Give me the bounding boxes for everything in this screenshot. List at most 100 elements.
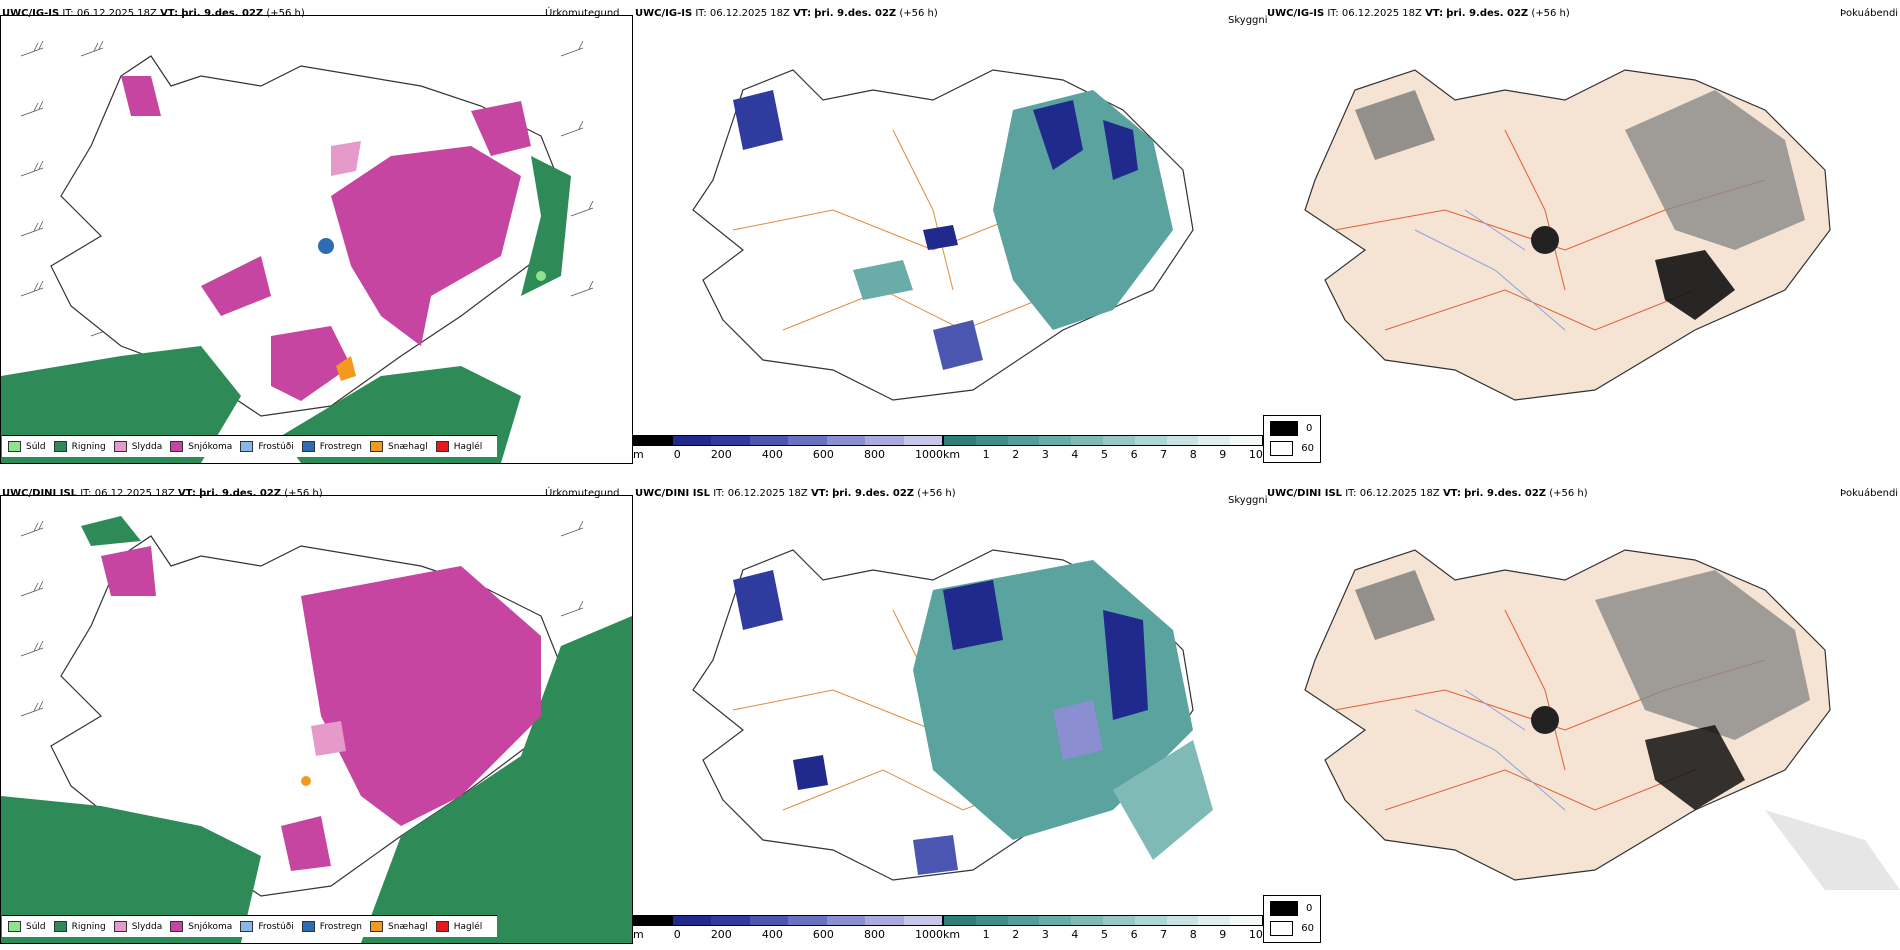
- bw-swatch: [1270, 421, 1298, 436]
- map-frame: [0, 15, 633, 464]
- km-colorbar-ticks: km 1 2 3 4 5 6 7 8 9 10: [943, 928, 1263, 941]
- km-colorbar-ticks: km 1 2 3 4 5 6 7 8 9 10: [943, 448, 1263, 461]
- fog-map: [1304, 549, 1900, 890]
- legend-swatch: [8, 921, 21, 932]
- precip-type-panel: UWC/DINI ISL IT: 06.12.2025 18Z VT: þri.…: [0, 480, 633, 950]
- km-colorbar-bar: [943, 915, 1263, 926]
- km-colorbar-bar: [943, 435, 1263, 446]
- tick: 8: [1189, 928, 1197, 941]
- panel-title: Þokuábendi: [1840, 8, 1899, 19]
- bw-label: 0: [1306, 423, 1313, 434]
- height-colorbar-ticks: m 0 200 400 600 800 1000: [633, 928, 943, 941]
- legend-label: Frostúði: [258, 921, 294, 932]
- tick: 5: [1100, 928, 1108, 941]
- tick: 6: [1130, 928, 1138, 941]
- height-colorbar-bar: [633, 915, 943, 926]
- legend-label: Frostregn: [319, 921, 363, 932]
- legend-label: Snæhagl: [388, 441, 428, 452]
- visibility-panel: UWC/DINI ISL IT: 06.12.2025 18Z VT: þri.…: [633, 480, 1268, 950]
- tick: 10: [1248, 928, 1263, 941]
- tick: 200: [710, 928, 732, 941]
- panel-header: UWC/IG-IS IT: 06.12.2025 18Z VT: þri. 9.…: [635, 8, 938, 19]
- tick: 9: [1219, 928, 1227, 941]
- bw-label: 60: [1301, 923, 1314, 934]
- tick: 0: [673, 928, 681, 941]
- km-colorbar: km 1 2 3 4 5 6 7 8 9 10: [943, 915, 1263, 941]
- bw-swatch: [1270, 901, 1298, 916]
- legend-label: Frostregn: [319, 441, 363, 452]
- tick: 6: [1130, 448, 1138, 461]
- legend-swatch: [370, 441, 384, 452]
- precip-map: [1, 516, 632, 943]
- legend-swatch: [8, 441, 21, 452]
- bw-swatch: [1270, 921, 1294, 936]
- bw-legend: 0 60: [1263, 895, 1321, 943]
- km-unit: km: [943, 928, 961, 941]
- panel-title: Skyggni: [1228, 15, 1268, 26]
- legend-swatch: [301, 921, 315, 932]
- panel-title: Þokuábendi: [1840, 488, 1899, 499]
- legend-label: Haglél: [453, 921, 483, 932]
- legend-swatch: [301, 441, 315, 452]
- panel-header: UWC/DINI ISL IT: 06.12.2025 18Z VT: þri.…: [1267, 488, 1588, 499]
- tick: 0: [673, 448, 681, 461]
- tick: 1: [982, 448, 990, 461]
- tick: 800: [863, 448, 885, 461]
- km-colorbar: km 1 2 3 4 5 6 7 8 9 10: [943, 435, 1263, 461]
- bw-legend-row: 60: [1270, 921, 1314, 936]
- legend-item: Súld: [8, 441, 46, 452]
- bw-swatch: [1270, 441, 1294, 456]
- tick: 600: [812, 928, 834, 941]
- tick: 1: [982, 928, 990, 941]
- legend-item: Frostúði: [240, 441, 294, 452]
- tick: 1000: [915, 928, 943, 941]
- fog-map: [1304, 69, 1831, 401]
- legend-item: Slydda: [113, 921, 162, 932]
- tick: 8: [1189, 448, 1197, 461]
- legend-item: Snæhagl: [370, 921, 428, 932]
- height-colorbar-ticks: m 0 200 400 600 800 1000: [633, 448, 943, 461]
- precip-map: [1, 40, 594, 463]
- legend-item: Súld: [8, 921, 46, 932]
- tick: 4: [1071, 448, 1079, 461]
- tick: 1000: [915, 448, 943, 461]
- tick: 400: [761, 928, 783, 941]
- legend-swatch: [113, 921, 127, 932]
- km-unit: km: [943, 448, 961, 461]
- height-colorbar: m 0 200 400 600 800 1000: [633, 915, 943, 941]
- tick: 2: [1012, 448, 1020, 461]
- legend-label: Snjókoma: [188, 921, 233, 932]
- legend-item: Frostúði: [240, 921, 294, 932]
- panel-header: UWC/DINI ISL IT: 06.12.2025 18Z VT: þri.…: [635, 488, 956, 499]
- legend-label: Frostúði: [258, 441, 294, 452]
- legend-label: Snæhagl: [388, 921, 428, 932]
- precip-type-panel: UWC/IG-IS IT: 06.12.2025 18Z VT: þri. 9.…: [0, 0, 633, 470]
- legend-item: Haglél: [435, 441, 482, 452]
- height-colorbar-bar: [633, 435, 943, 446]
- legend-swatch: [113, 441, 127, 452]
- legend-item: Snæhagl: [370, 441, 428, 452]
- legend-swatch: [240, 441, 254, 452]
- tick: 4: [1071, 928, 1079, 941]
- bw-legend: 0 60: [1263, 415, 1321, 463]
- legend-item: Rigning: [53, 921, 106, 932]
- bw-legend-row: 0: [1270, 421, 1314, 436]
- height-unit: m: [633, 928, 644, 941]
- tick: 7: [1160, 928, 1168, 941]
- bw-label: 60: [1301, 443, 1314, 454]
- row-dini-isl: UWC/DINI ISL IT: 06.12.2025 18Z VT: þri.…: [0, 480, 1900, 950]
- legend-swatch: [370, 921, 384, 932]
- tick: 9: [1219, 448, 1227, 461]
- fog-panel: UWC/DINI ISL IT: 06.12.2025 18Z VT: þri.…: [1263, 480, 1900, 950]
- visibility-panel: UWC/IG-IS IT: 06.12.2025 18Z VT: þri. 9.…: [633, 0, 1268, 470]
- fog-panel: UWC/IG-IS IT: 06.12.2025 18Z VT: þri. 9.…: [1263, 0, 1900, 470]
- legend-label: Rigning: [71, 921, 106, 932]
- tick: 7: [1160, 448, 1168, 461]
- tick: 200: [710, 448, 732, 461]
- tick: 600: [812, 448, 834, 461]
- panel-header: UWC/IG-IS IT: 06.12.2025 18Z VT: þri. 9.…: [2, 8, 305, 19]
- tick: 800: [863, 928, 885, 941]
- legend-swatch: [435, 441, 449, 452]
- legend-label: Súld: [26, 441, 46, 452]
- legend-label: Súld: [26, 921, 46, 932]
